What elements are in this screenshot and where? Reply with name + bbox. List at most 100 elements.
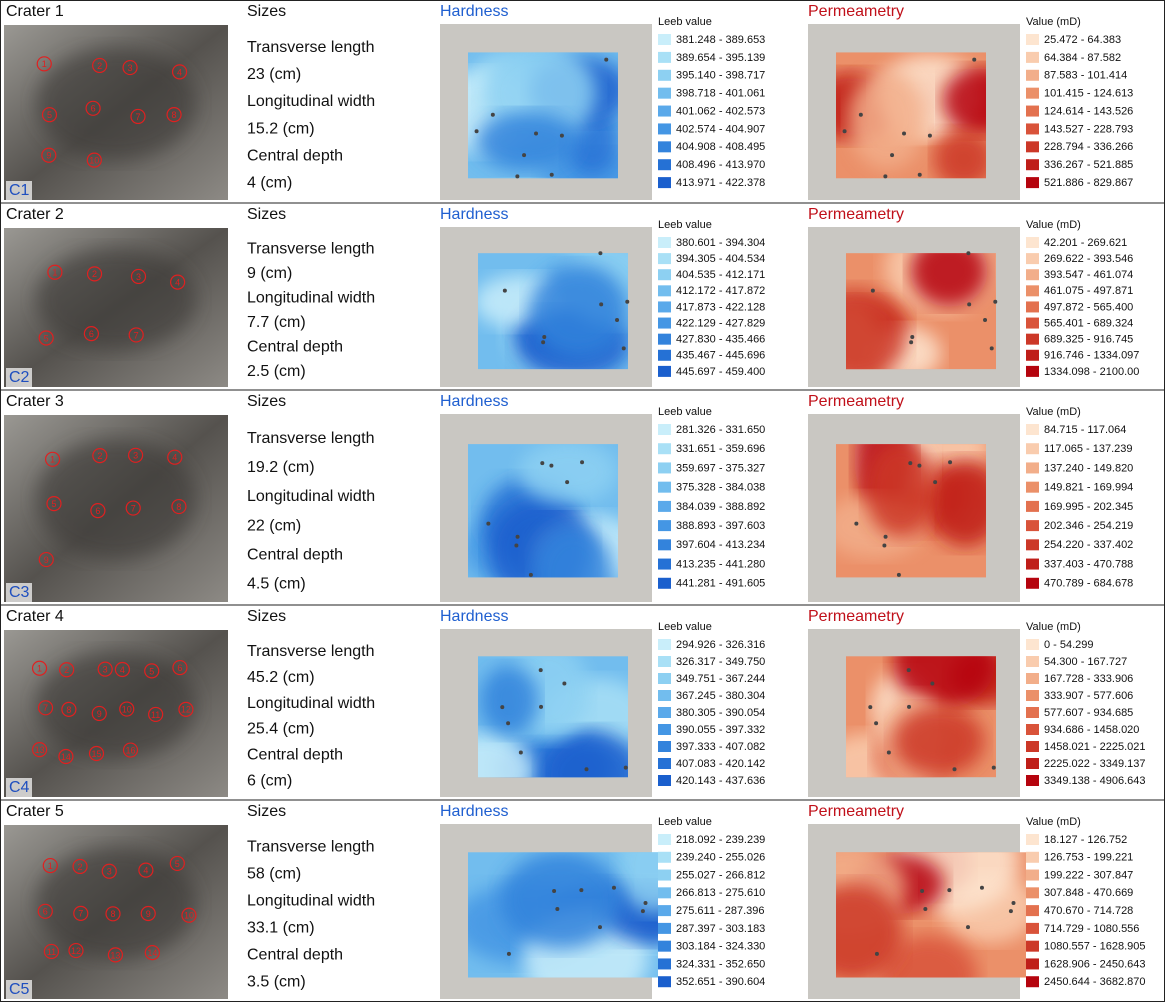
legend-swatch — [1026, 318, 1039, 329]
legend-swatch — [658, 443, 671, 454]
point-number: 2 — [97, 451, 102, 461]
point-number: 11 — [151, 710, 160, 720]
sample-point — [552, 889, 556, 893]
point-number: 14 — [61, 752, 71, 762]
legend-range: 407.083 - 420.142 — [676, 758, 765, 770]
point-number: 11 — [47, 947, 56, 957]
size-line: Transverse length — [247, 839, 374, 856]
legend-title: Leeb value — [658, 219, 712, 231]
sample-point — [993, 300, 997, 304]
legend-range: 413.971 - 422.378 — [676, 177, 765, 189]
point-number: 5 — [44, 333, 49, 343]
sample-point — [920, 889, 924, 893]
legend-swatch — [658, 424, 671, 435]
legend-range: 239.240 - 255.026 — [676, 852, 765, 864]
size-line: Transverse length — [247, 39, 374, 56]
sample-point — [882, 543, 886, 547]
size-line: Central depth — [247, 947, 343, 964]
legend-range: 87.583 - 101.414 — [1044, 70, 1127, 82]
sample-point — [983, 318, 987, 322]
sample-point — [622, 346, 626, 350]
size-line: 4.5 (cm) — [247, 576, 306, 593]
legend-swatch — [1026, 656, 1039, 667]
sample-point — [953, 767, 957, 771]
legend-range: 199.222 - 307.847 — [1044, 869, 1133, 881]
sample-point — [883, 174, 887, 178]
legend-swatch — [658, 520, 671, 531]
legend-swatch — [658, 923, 671, 934]
legend-range: 287.397 - 303.183 — [676, 923, 765, 935]
size-line: 19.2 (cm) — [247, 459, 315, 476]
legend-swatch — [1026, 301, 1039, 312]
sample-point — [539, 705, 543, 709]
sample-point — [555, 907, 559, 911]
map-title: Permeametry — [808, 803, 904, 820]
crater-code: C5 — [9, 981, 30, 998]
legend-range: 380.601 - 394.304 — [676, 237, 765, 249]
point-number: 13 — [110, 950, 120, 960]
legend-swatch — [1026, 334, 1039, 345]
size-line: 23 (cm) — [247, 66, 301, 83]
legend-range: 1628.906 - 2450.643 — [1044, 958, 1146, 970]
legend-range: 303.184 - 324.330 — [676, 941, 765, 953]
legend-swatch — [1026, 366, 1039, 377]
legend-range: 275.611 - 287.396 — [676, 905, 764, 917]
point-number: 15 — [91, 749, 101, 759]
sample-point — [507, 952, 511, 956]
legend-swatch — [658, 334, 671, 345]
sizes-title: Sizes — [247, 393, 286, 410]
legend-swatch — [658, 301, 671, 312]
legend-range: 395.140 - 398.717 — [676, 70, 765, 82]
sample-point — [486, 522, 490, 526]
legend-range: 64.384 - 87.582 — [1044, 52, 1121, 64]
contour-blob — [480, 666, 539, 736]
point-number: 9 — [44, 555, 49, 565]
legend-range: 352.651 - 390.604 — [676, 976, 765, 988]
sample-point — [522, 153, 526, 157]
legend-range: 281.326 - 331.650 — [676, 424, 765, 436]
legend-swatch — [1026, 870, 1039, 881]
contour-blob — [500, 852, 622, 949]
sample-point — [1009, 909, 1013, 913]
legend-range: 126.753 - 199.221 — [1044, 852, 1133, 864]
photo-shade — [36, 848, 196, 959]
size-line: Longitudinal width — [247, 289, 375, 306]
map-title: Hardness — [440, 3, 508, 20]
point-number: 5 — [175, 859, 180, 869]
point-number: 6 — [89, 329, 94, 339]
crater-title: Crater 1 — [6, 3, 64, 20]
sample-point — [948, 460, 952, 464]
sample-point — [599, 302, 603, 306]
legend-range: 25.472 - 64.383 — [1044, 34, 1121, 46]
legend-range: 228.794 - 336.266 — [1044, 141, 1133, 153]
point-number: 1 — [42, 59, 47, 69]
legend-range: 388.893 - 397.603 — [676, 520, 765, 532]
map-title: Permeametry — [808, 206, 904, 223]
legend-range: 269.622 - 393.546 — [1044, 253, 1133, 265]
sample-point — [549, 464, 553, 468]
figure: Crater 112345678910C1SizesTransverse len… — [0, 0, 1165, 1002]
sample-point — [519, 751, 523, 755]
point-number: 1 — [48, 861, 53, 871]
size-line: 3.5 (cm) — [247, 974, 306, 991]
legend-range: 427.830 - 435.466 — [676, 334, 765, 346]
sample-point — [918, 173, 922, 177]
sample-point — [930, 682, 934, 686]
legend-swatch — [658, 501, 671, 512]
sample-point — [947, 888, 951, 892]
sample-point — [907, 705, 911, 709]
legend-swatch — [658, 123, 671, 134]
legend-range: 42.201 - 269.621 — [1044, 237, 1127, 249]
legend-range: 497.872 - 565.400 — [1044, 301, 1133, 313]
legend-range: 149.821 - 169.994 — [1044, 482, 1133, 494]
legend-range: 254.220 - 337.402 — [1044, 539, 1133, 551]
legend-range: 521.886 - 829.867 — [1044, 177, 1133, 189]
sample-point — [1012, 901, 1016, 905]
size-line: 33.1 (cm) — [247, 920, 315, 937]
legend-swatch — [1026, 269, 1039, 280]
legend-swatch — [658, 639, 671, 650]
point-number: 1 — [52, 268, 57, 278]
legend-swatch — [1026, 237, 1039, 248]
legend-swatch — [1026, 578, 1039, 589]
legend-range: 2225.022 - 3349.137 — [1044, 758, 1146, 770]
